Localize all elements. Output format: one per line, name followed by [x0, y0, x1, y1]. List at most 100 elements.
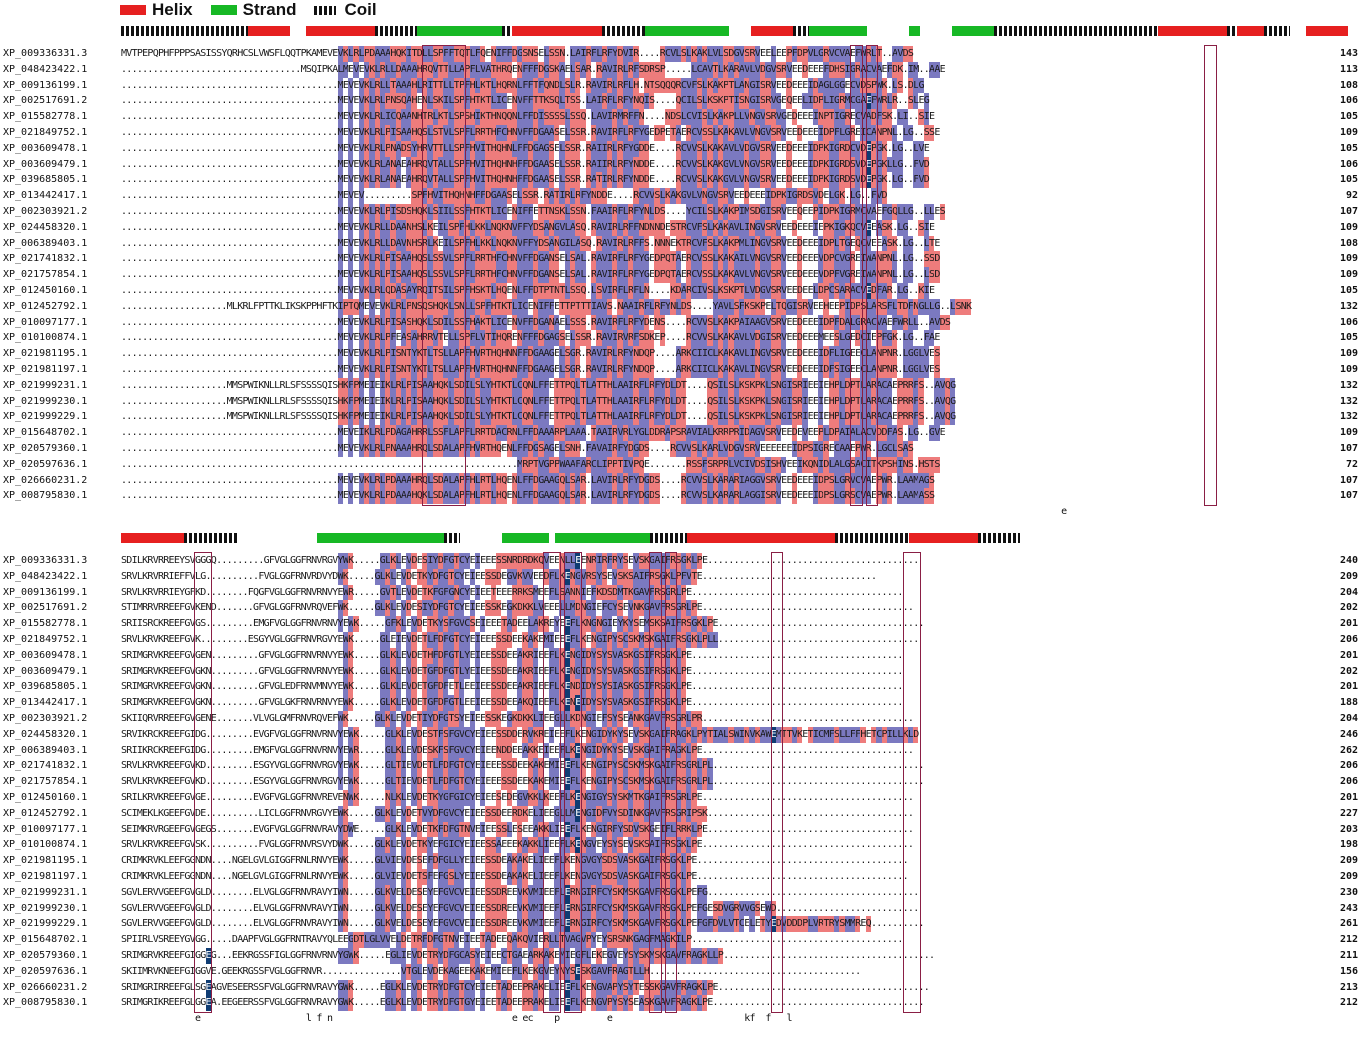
sequence-residues: CRIMKRVKLEEFGGNDN....NGELGVLGIGGFRNLRNVY… [121, 869, 909, 885]
sequence-id: XP_021849752.1 [3, 127, 88, 138]
sequence-residues: ........................................… [121, 219, 935, 236]
alignment-row: XP_013442417.1..........................… [0, 188, 1361, 204]
sequence-position-number: 212 [1339, 934, 1358, 946]
sequence-residues: ........................................… [121, 283, 935, 299]
sequence-id: XP_021981195.1 [3, 855, 88, 867]
sequence-position-number: 204 [1339, 713, 1358, 724]
sequence-residues: SRVLKRVKREEFGVKD.........ESGYVGLGGFRNVRG… [121, 774, 925, 790]
sequence-position-number: 105 [1339, 174, 1358, 186]
conserved-residue-box [1204, 45, 1218, 507]
sequence-position-number: 108 [1339, 237, 1358, 249]
alignment-row: XP_021981197.1 CRIMKRVKLEEFGGNDN....NGELG… [0, 869, 1361, 885]
conserved-residue-box [902, 552, 921, 1014]
ss-segment-coil [835, 533, 910, 543]
conserved-residue-box [194, 552, 212, 1014]
sequence-position-number: 209 [1339, 871, 1358, 882]
sequence-id: XP_021757854.1 [3, 776, 88, 788]
legend-label-helix: Helix [152, 0, 193, 19]
sequence-id: XP_002517691.2 [3, 95, 88, 107]
sequence-position-number: 72 [1345, 458, 1358, 470]
ss-segment-coil [977, 533, 1021, 543]
sequence-residues: SRIMGRVKREEFGVGKN.........GFVGLEDFRNVMNV… [121, 679, 903, 696]
sequence-residues: SRIMGRVKREEFGVGKN.........GFVGLGKFRNVRNV… [121, 695, 903, 711]
sequence-id: XP_012450160.1 [3, 285, 88, 296]
sequence-id: XP_026660231.2 [3, 981, 88, 993]
sequence-residues: ....................MMSPWIKNLLRLSFSSSSQI… [121, 409, 956, 426]
sequence-position-number: 230 [1339, 886, 1358, 898]
sequence-residues: ....................MMSPWIKNLLRLSFSSSSQI… [121, 377, 956, 394]
legend-label-coil: Coil [344, 0, 377, 19]
alignment-row: XP_015582778.1 SRIISRCKREEFGVGS.........E… [0, 616, 1361, 632]
alignment-row: XP_006389403.1..........................… [0, 235, 1361, 252]
sequence-position-number: 109 [1339, 253, 1358, 265]
sequence-residues: ........................................… [121, 314, 951, 331]
sequence-id: XP_015648702.1 [3, 934, 88, 946]
conserved-residue-box [649, 552, 662, 1014]
alignment-row: XP_021999229.1 SGVLERVVGEEFGVGLD........E… [0, 916, 1361, 933]
alignment-row: XP_002303921.2 SKIIQRVRREEFGVGENE.......V… [0, 711, 1361, 727]
sequence-position-number: 204 [1339, 586, 1358, 598]
sequence-residues: ........................................… [121, 330, 940, 347]
sequence-residues: ........................................… [121, 125, 940, 141]
sequence-residues: ........................................… [121, 156, 930, 173]
sequence-id: XP_009336331.3 [3, 48, 88, 59]
sequence-id: XP_048423422.1 [3, 63, 88, 75]
sequence-position-number: 132 [1339, 395, 1358, 407]
alignment-row: XP_015648702.1..........................… [0, 425, 1361, 441]
sequence-position-number: 211 [1339, 950, 1358, 961]
alignment-row: XP_048423422.1 SRVLKRVRRIEFFVLG..........… [0, 568, 1361, 585]
sequence-id: XP_020579360.1 [3, 443, 88, 454]
ss-segment-coil [184, 533, 238, 543]
legend-swatch-strand [210, 5, 237, 15]
sequence-id: XP_020597636.1 [3, 458, 88, 470]
sequence-id: XP_015582778.1 [3, 618, 88, 630]
ss-segment-helix [121, 533, 185, 543]
sequence-residues: SRVIKRCKREEFGIDG.........EVGFVGLGGFRNVRN… [121, 726, 919, 743]
sequence-residues: SRIMGRVKREEFGVGEN.........GFVGLGGFRNVRNV… [121, 647, 903, 664]
sequence-position-number: 106 [1339, 95, 1358, 107]
sequence-residues: SGVLERVVGEEFGVGLD........ELVGLGGFRNVRAVY… [121, 884, 919, 901]
sequence-id: XP_003609478.1 [3, 649, 88, 661]
ss-segment-coil [1226, 26, 1238, 36]
sequence-position-number: 107 [1339, 206, 1358, 217]
sequence-residues: SRVLKRVKREEFGVKD.........ESGYVGLGGFRNVRG… [121, 758, 925, 775]
sequence-residues: ..................................MSQIPK… [121, 61, 946, 78]
alignment-row: XP_010097177.1..........................… [0, 314, 1361, 331]
sequence-id: XP_008795830.1 [3, 490, 88, 502]
sequence-position-number: 132 [1339, 411, 1358, 423]
ss-segment-coil [650, 533, 688, 543]
sequence-position-number: 201 [1339, 681, 1358, 693]
legend-label-strand: Strand [242, 0, 297, 19]
sequence-residues: SRIMGRVKREEFGVGKN.........GFVGLGGFRNVRNV… [121, 663, 903, 680]
ss-segment-strand [316, 533, 444, 543]
sequence-id: XP_002303921.2 [3, 206, 88, 217]
sequence-position-number: 107 [1339, 474, 1358, 486]
sequence-id: XP_006389403.1 [3, 237, 88, 249]
sequence-id: XP_013442417.1 [3, 697, 88, 709]
sequence-position-number: 206 [1339, 776, 1358, 788]
sequence-id: XP_003609479.1 [3, 158, 88, 170]
sequence-position-number: 113 [1339, 63, 1358, 75]
alignment-row: XP_021741832.1 SRVLKRVKREEFGVKD.........E… [0, 758, 1361, 775]
alignment-row: XP_020579360.1..........................… [0, 441, 1361, 457]
sequence-position-number: 206 [1339, 760, 1358, 772]
sequence-residues: ....................MMSPWIKNLLRLSFSSSSQI… [121, 393, 956, 410]
sequence-position-number: 105 [1339, 142, 1358, 154]
sequence-id: XP_009336331.3 [3, 555, 88, 566]
sequence-residues: SRVLKRVRRIEFFVLG..........FVGLGGFRNVRDVY… [121, 568, 877, 585]
conserved-residue-box [564, 552, 583, 1014]
sequence-position-number: 198 [1339, 839, 1358, 851]
sequence-position-number: 243 [1339, 902, 1358, 914]
alignment-row: XP_009336331.3 SDILKRVRREEYSVGGGQ........… [0, 553, 1361, 569]
conserved-residue-box [543, 552, 562, 1014]
sequence-residues: ........................................… [121, 441, 914, 457]
alignment-row: XP_006389403.1 SRIIKRCKREEFGIDG.........E… [0, 742, 1361, 759]
sequence-residues: SRIIKRCKREEFGIDG.........EMGFVGLGGFRNVRN… [121, 742, 914, 759]
alignment-row: XP_021981195.1..........................… [0, 346, 1361, 362]
sequence-position-number: 240 [1339, 555, 1358, 566]
sequence-position-number: 201 [1339, 618, 1358, 630]
sequence-residues: SRIISRCKREEFGVGS.........EMGFVGLGGFRNVRN… [121, 616, 925, 632]
alignment-row: XP_021849752.1 SRVLKRVKREEFGVK.........ES… [0, 632, 1361, 648]
sequence-id: XP_021981195.1 [3, 348, 88, 360]
ss-segment-helix [909, 533, 978, 543]
